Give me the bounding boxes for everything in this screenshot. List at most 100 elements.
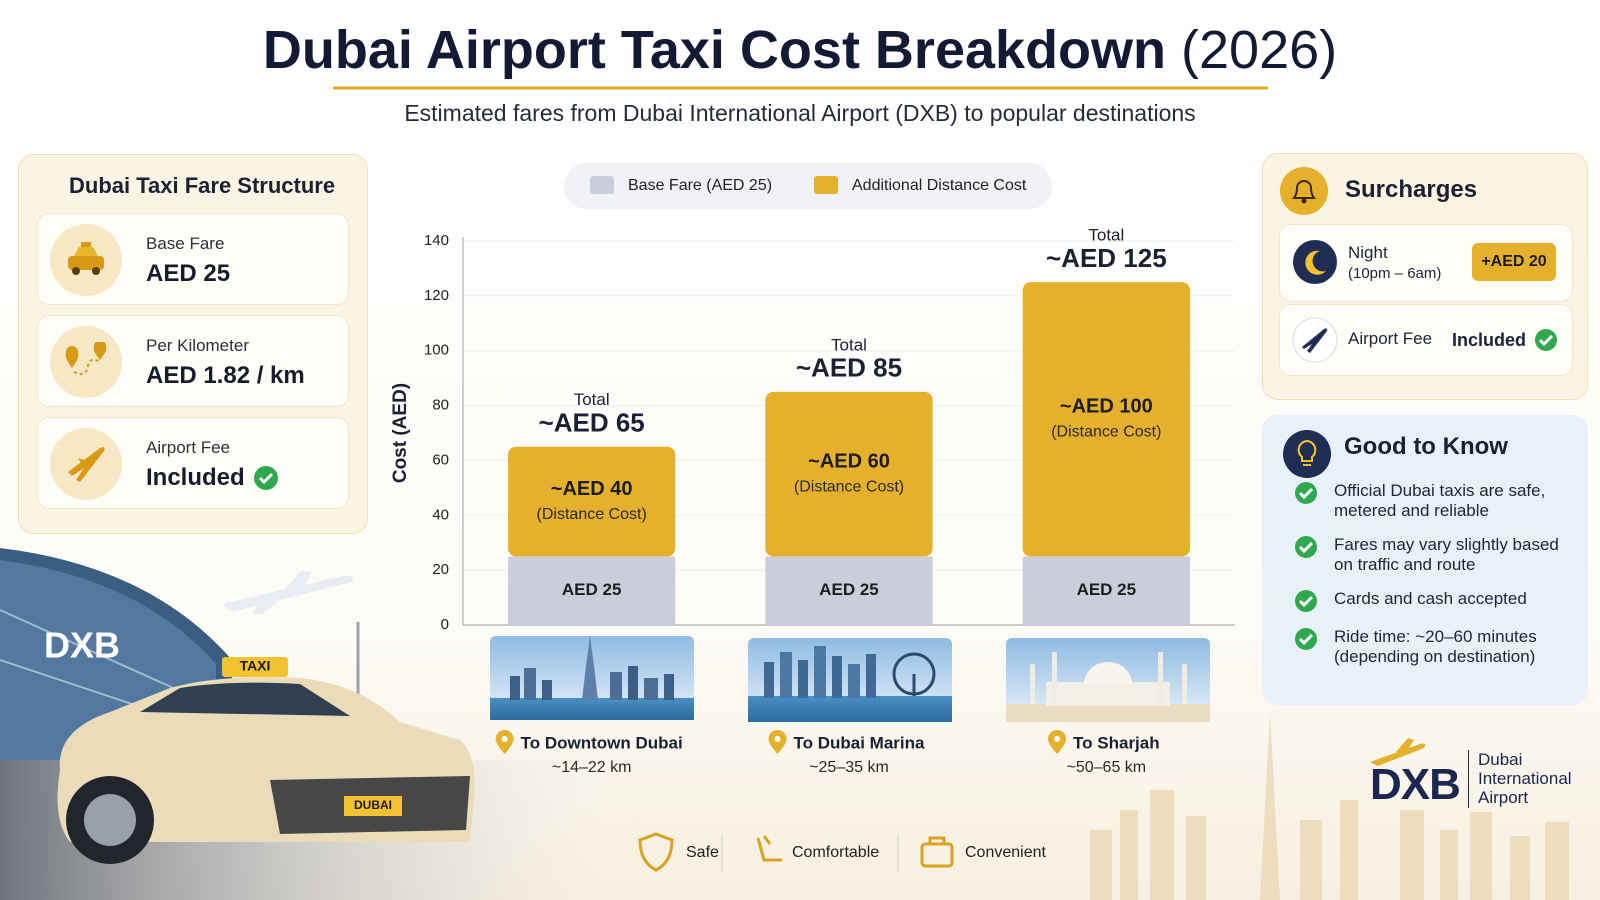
total-label: ~AED 85	[796, 353, 902, 383]
value: AED 25	[146, 260, 231, 287]
tip-text: Ride time: ~20–60 minutes (depending on …	[1334, 627, 1537, 666]
surcharges-panel: Surcharges Night (10pm – 6am) +AED 20 Ai…	[1262, 153, 1588, 400]
tip-text: Fares may vary slightly based on traffic…	[1334, 535, 1559, 574]
distance-label: ~50–65 km	[1067, 759, 1147, 776]
value-row: Included	[146, 464, 279, 492]
fare-card: Airport Fee Included	[37, 417, 349, 509]
fare-structure-panel: Dubai Taxi Fare Structure Base Fare AED …	[18, 154, 368, 534]
y-tick-label: 40	[432, 506, 449, 523]
label: Airport Fee	[1348, 329, 1433, 348]
y-tick-label: 100	[424, 342, 449, 359]
bar-segment	[508, 446, 676, 557]
header: Dubai Airport Taxi Cost Breakdown (2026)	[0, 18, 1600, 82]
legend-box	[564, 163, 1052, 209]
logo-name: Dubai International Airport	[1478, 750, 1572, 807]
logo-divider	[1468, 750, 1469, 808]
bar-segment	[765, 556, 933, 625]
y-tick-label: 80	[432, 397, 449, 414]
value-label: AED 25	[562, 580, 622, 599]
bar-segment	[508, 556, 676, 625]
taxi: TAXI DUBAI	[57, 657, 475, 864]
bar-segment	[1022, 282, 1190, 557]
pin-dot	[501, 736, 508, 742]
bar-segment	[1022, 556, 1190, 625]
label: Base Fare	[146, 234, 225, 253]
panel-title: Surcharges	[1345, 176, 1478, 203]
legend-swatch	[590, 176, 614, 194]
good-to-know-panel: Good to Know Official Dubai taxis are sa…	[1262, 415, 1588, 705]
taxi-sign: TAXI	[240, 658, 271, 674]
y-tick-label: 20	[432, 561, 449, 578]
pin-dot	[774, 736, 781, 742]
icon	[50, 224, 122, 296]
building-sign: DXB	[44, 625, 120, 666]
icon	[50, 326, 122, 398]
note: (10pm – 6am)	[1348, 265, 1442, 282]
y-tick-label: 120	[424, 287, 449, 304]
y-tick-label: 140	[424, 232, 449, 249]
feature-icons	[638, 832, 954, 872]
plate: DUBAI	[354, 798, 392, 812]
title: Dubai Airport Taxi Cost Breakdown	[262, 20, 1166, 80]
legend-swatch	[814, 176, 838, 194]
value-note: (Distance Cost)	[794, 478, 904, 495]
legend-label: Base Fare (AED 25)	[628, 177, 772, 194]
label: Airport Fee	[146, 438, 231, 457]
value-label: ~AED 100	[1060, 396, 1153, 418]
logo-code: DXB	[1370, 760, 1461, 809]
tip-text: Official Dubai taxis are safe, metered a…	[1334, 481, 1546, 520]
label: Per Kilometer	[146, 336, 249, 355]
airport-fee-card: Airport Fee Included	[1279, 304, 1573, 376]
total-label: ~AED 65	[539, 408, 645, 438]
bar-segment	[765, 391, 933, 557]
value-row: Included	[1452, 328, 1558, 352]
tip: Ride time: ~20–60 minutes (depending on …	[1294, 627, 1574, 667]
surcharge-badge: +AED 20	[1472, 243, 1556, 281]
value-note: (Distance Cost)	[537, 506, 647, 523]
value: AED 1.82 / km	[146, 362, 305, 389]
value-label: ~AED 60	[808, 450, 890, 472]
value: Included	[1452, 329, 1527, 350]
panel-title: Good to Know	[1344, 433, 1508, 460]
fare-card: Per Kilometer AED 1.82 / km	[37, 315, 349, 407]
total-caption: Total	[574, 390, 610, 409]
feature: Comfortable	[792, 844, 880, 861]
value: Included	[146, 464, 245, 491]
y-tick-label: 60	[432, 451, 449, 468]
tip: Fares may vary slightly based on traffic…	[1294, 535, 1574, 575]
logo-plane	[1370, 738, 1426, 766]
y-tick-label: 0	[441, 616, 449, 633]
total-caption: Total	[831, 335, 867, 354]
fare-card: Base Fare AED 25	[37, 213, 349, 305]
tip: Cards and cash accepted	[1294, 589, 1574, 613]
y-axis-label: Cost (AED)	[390, 383, 411, 483]
subtitle: Estimated fares from Dubai International…	[404, 100, 1196, 126]
legend-label: Additional Distance Cost	[852, 177, 1027, 194]
airport-illustration: DXB TAXI DUBAI	[0, 548, 600, 900]
skyline	[1090, 712, 1569, 900]
feature: Safe	[686, 844, 719, 861]
destination-pictures	[490, 636, 1210, 722]
value-label: AED 25	[1077, 580, 1137, 599]
distance-label: ~14–22 km	[552, 759, 632, 776]
x-tick-label: To Downtown Dubai	[521, 733, 683, 752]
x-tick-label: To Sharjah	[1073, 733, 1160, 752]
icon	[50, 428, 122, 500]
panel-title: Dubai Taxi Fare Structure	[69, 173, 336, 198]
value-label: ~AED 40	[551, 478, 633, 500]
feature: Convenient	[965, 844, 1046, 861]
value-label: AED 25	[819, 580, 879, 599]
label: Night	[1348, 243, 1388, 262]
total-label: ~AED 125	[1046, 243, 1167, 273]
pin-dot	[1054, 736, 1061, 742]
tip: Official Dubai taxis are safe, metered a…	[1294, 481, 1574, 521]
distance-label: ~25–35 km	[809, 759, 889, 776]
value-note: (Distance Cost)	[1051, 424, 1161, 441]
night-card: Night (10pm – 6am) +AED 20	[1279, 224, 1573, 302]
pin-icon	[495, 730, 514, 754]
title-year: (2026)	[1181, 20, 1338, 80]
tip-text: Cards and cash accepted	[1334, 589, 1527, 608]
x-tick-label: To Dubai Marina	[794, 733, 926, 752]
total-caption: Total	[1088, 226, 1124, 245]
